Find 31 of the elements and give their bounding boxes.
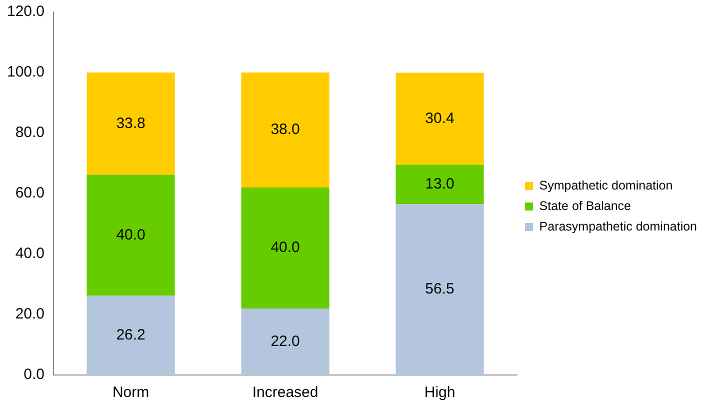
bar <box>396 164 484 204</box>
data-label: 40.0 <box>270 239 300 256</box>
y-tick-label: 80.0 <box>15 124 45 142</box>
data-label: 26.2 <box>116 326 146 344</box>
bar <box>396 72 484 165</box>
x-tick-label: Norm <box>112 384 150 402</box>
x-tick-label: Increased <box>252 384 318 402</box>
y-tick-label: 120.0 <box>6 3 45 20</box>
legend-label: Sympathetic domination <box>539 178 673 192</box>
bar <box>241 187 330 308</box>
bar <box>396 204 484 375</box>
legend-label: Parasympathetic domination <box>539 219 698 234</box>
y-tick-label: 60.0 <box>15 184 45 202</box>
data-label: 40.0 <box>116 226 146 244</box>
x-tick-label: High <box>424 384 456 402</box>
data-label: 38.0 <box>270 121 300 138</box>
data-label: 22.0 <box>270 332 300 350</box>
bar <box>86 72 175 175</box>
data-label: 33.8 <box>116 114 146 132</box>
bar <box>241 72 330 188</box>
data-label: 13.0 <box>425 176 454 193</box>
legend-label: State of Balance <box>539 198 632 213</box>
y-tick-label: 100.0 <box>6 64 45 81</box>
y-tick-label: 0.0 <box>24 366 45 384</box>
data-label: 56.5 <box>425 280 454 298</box>
y-tick-label: 20.0 <box>15 306 45 323</box>
bar <box>86 296 175 375</box>
data-label: 30.4 <box>425 110 454 127</box>
bar <box>86 174 175 296</box>
bar <box>241 308 330 375</box>
y-tick-label: 40.0 <box>15 245 45 262</box>
